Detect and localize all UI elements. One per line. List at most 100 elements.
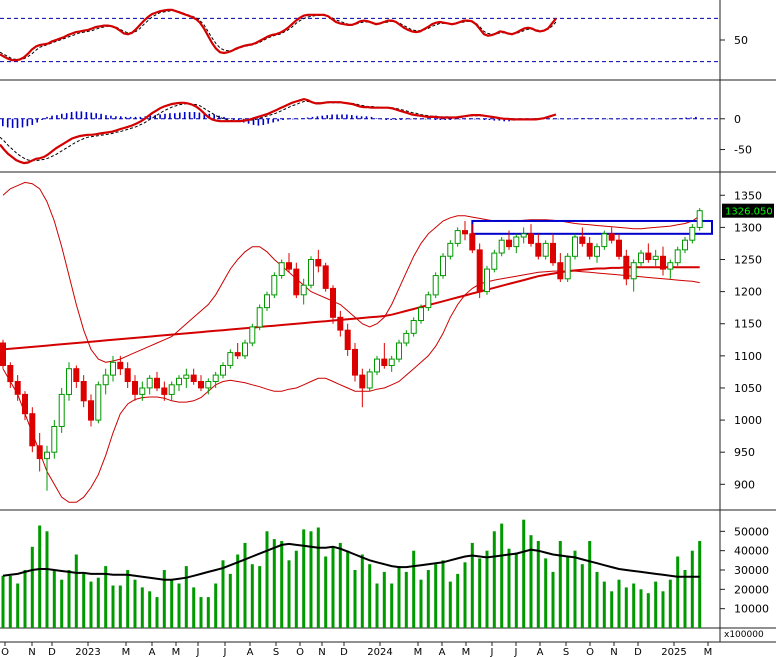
volume-bar <box>478 558 482 628</box>
histogram-bar <box>164 113 166 119</box>
candle-body <box>469 233 476 251</box>
volume-bar <box>676 556 680 628</box>
bollinger-band-line <box>2 181 700 363</box>
histogram-bar <box>110 115 112 119</box>
x-tick-label: 2023 <box>75 647 100 657</box>
volume-bar <box>698 541 702 628</box>
x-tick-label: O <box>296 647 304 657</box>
last-price-box <box>722 203 774 218</box>
volume-bar <box>588 541 592 628</box>
volume-bar <box>654 581 658 628</box>
candle-body <box>124 368 131 383</box>
volume-bar <box>67 570 71 628</box>
volume-bar <box>214 583 218 628</box>
histogram-bar <box>405 118 407 120</box>
histogram-bar <box>237 118 240 122</box>
histogram-bar <box>21 118 24 128</box>
histogram-bar <box>311 116 314 119</box>
histogram-bar <box>301 118 304 119</box>
candle-body <box>271 275 278 296</box>
histogram-bar <box>493 118 496 121</box>
y-tick-label: 40000 <box>734 545 769 558</box>
histogram-bar <box>262 118 265 125</box>
volume-bar <box>610 591 614 628</box>
histogram-bar <box>316 116 319 119</box>
candle-body <box>484 268 490 293</box>
candle-body <box>176 377 182 386</box>
last-price-label: 1326.050 <box>725 207 773 218</box>
histogram-bar <box>100 113 102 119</box>
candle-body <box>286 262 292 270</box>
candle-body <box>242 342 248 357</box>
volume-bar <box>536 541 540 628</box>
volume-bar <box>155 597 159 628</box>
volume-bar <box>280 541 284 628</box>
histogram-bar <box>331 114 333 119</box>
oscillator-panel: 50 <box>0 8 748 63</box>
macd-signal-line <box>0 101 553 162</box>
histogram-bar <box>675 118 677 119</box>
x-tick-label: D <box>48 647 56 657</box>
candle-body <box>682 239 688 251</box>
volume-bar <box>82 573 86 628</box>
volume-bar <box>272 539 276 628</box>
volume-bar <box>258 566 262 628</box>
histogram-bar <box>503 118 505 122</box>
candle-body <box>102 374 109 386</box>
macd-line <box>0 97 557 165</box>
x-tick-label: D <box>634 647 642 657</box>
x-axis: O N D 2023 M A M J J A S O N D 2024 M A M J J A S O N D 2025 M <box>1 642 712 657</box>
candle-body <box>403 332 410 344</box>
y-tick-label: 1100 <box>734 350 762 363</box>
x-tick-label: M <box>704 647 713 657</box>
volume-bar <box>170 579 174 628</box>
histogram-bar <box>616 118 618 120</box>
volume-unit-label: x100000 <box>724 630 764 640</box>
volume-bar <box>148 591 152 628</box>
volume-bar <box>184 566 188 628</box>
x-tick-label: S <box>563 647 569 657</box>
x-tick-label: A <box>439 647 446 657</box>
histogram-bar <box>267 118 269 124</box>
volume-bar <box>236 554 240 628</box>
volume-bar <box>412 550 416 628</box>
candle-body <box>7 365 14 383</box>
volume-bar <box>514 552 518 628</box>
y-tick-label: -50 <box>734 144 752 157</box>
histogram-bar <box>120 116 122 119</box>
candle-body <box>95 384 102 421</box>
volume-bar <box>690 550 694 628</box>
volume-bar <box>390 583 394 628</box>
histogram-bar <box>90 112 93 119</box>
candle-body <box>183 374 190 379</box>
candle-body <box>73 368 80 383</box>
candle-body <box>322 265 329 289</box>
volume-bar <box>397 566 401 628</box>
volume-bar <box>52 570 56 628</box>
oscillator-line <box>0 8 557 62</box>
histogram-bar <box>46 116 48 119</box>
candle-body <box>212 374 219 383</box>
resistance-box <box>471 219 714 235</box>
volume-bar <box>595 571 599 628</box>
histogram-bar <box>690 117 692 119</box>
volume-bar <box>661 591 665 628</box>
volume-bar <box>580 564 584 628</box>
histogram-bar <box>36 118 38 123</box>
histogram-bar <box>360 116 363 119</box>
histogram-bar <box>174 113 176 119</box>
volume-bar <box>492 531 496 628</box>
volume-bar <box>624 587 628 628</box>
histogram-bar <box>346 114 348 119</box>
candle-body <box>535 242 542 257</box>
candle-body <box>315 259 322 267</box>
volume-average-line <box>2 542 700 581</box>
y-tick-label: 1250 <box>734 254 762 267</box>
candle-body <box>44 451 50 460</box>
candle-body <box>454 230 461 244</box>
candle-body <box>58 393 65 427</box>
candle-body <box>234 352 241 357</box>
volume-bar <box>382 571 386 628</box>
y-tick-label: 1200 <box>734 286 762 299</box>
volume-bar <box>111 585 115 628</box>
